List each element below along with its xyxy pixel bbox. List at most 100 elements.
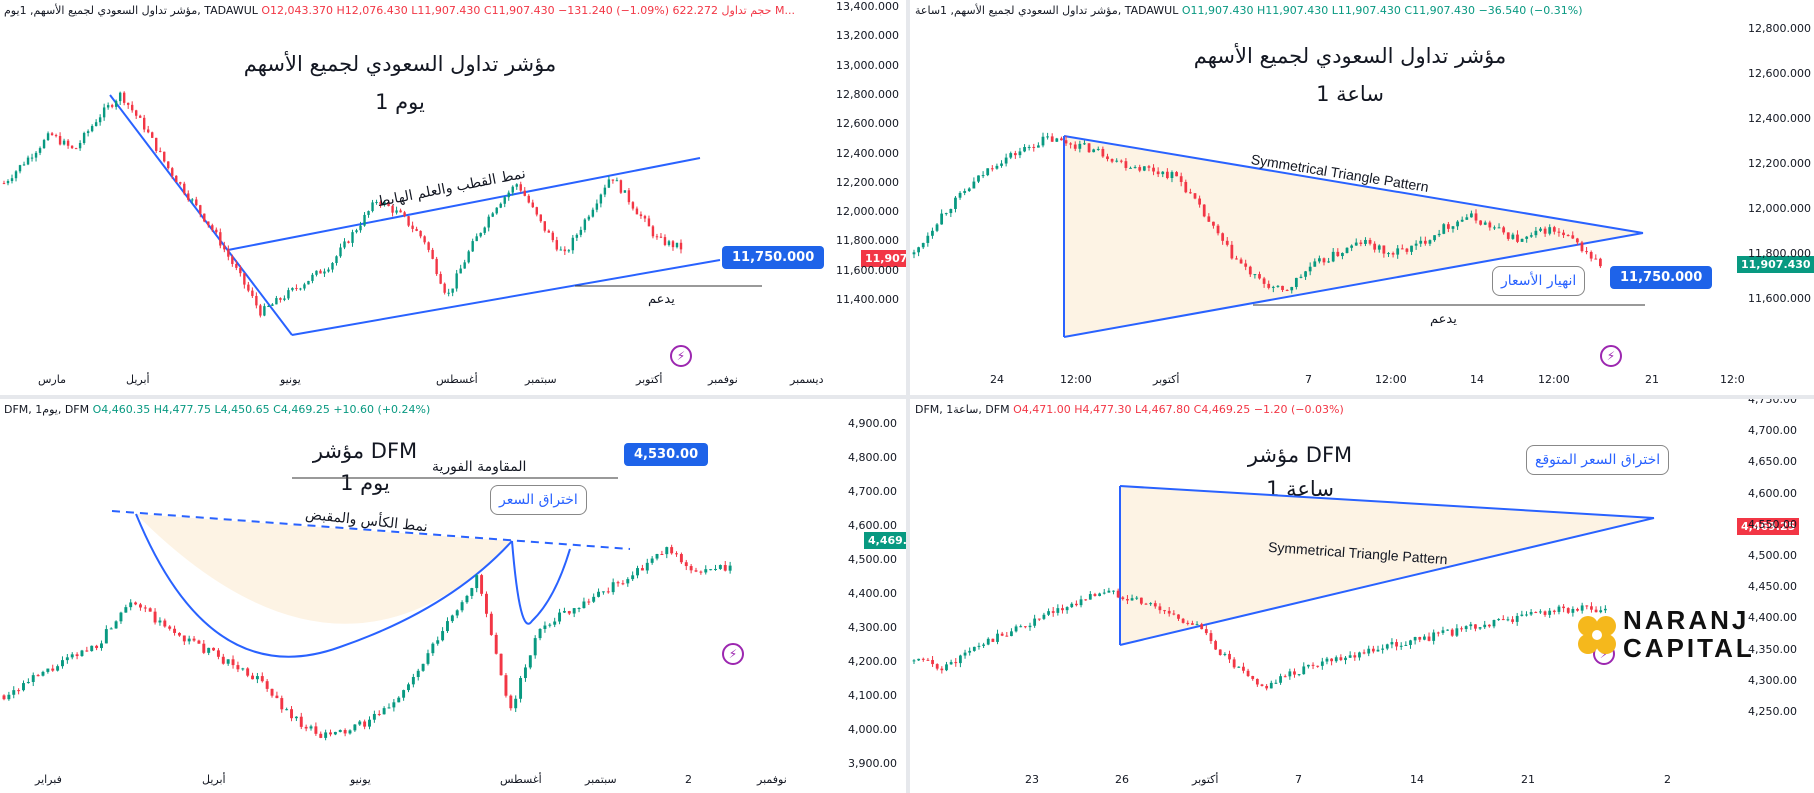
candle-body [650, 558, 654, 563]
y-tick-label: 11,800.000 [1748, 247, 1811, 260]
candle-body [407, 684, 410, 691]
candle-body [543, 625, 547, 629]
candle-body [415, 228, 418, 231]
ohlc-legend: مؤشر تداول السعودي لجميع الأسهم, 1ساعة, … [915, 4, 1583, 17]
chart-title: مؤشر تداول السعودي لجميع الأسهم [243, 52, 557, 76]
candle-body [663, 237, 667, 245]
candle-body [1436, 632, 1440, 634]
candle-body [475, 236, 478, 242]
x-tick-label: مارس [38, 373, 66, 386]
y-tick-label: 4,500.00 [1748, 549, 1797, 562]
candle-body [56, 666, 60, 671]
candle-body [391, 206, 394, 213]
symbol-name[interactable]: DFM, 1يوم, DFM [4, 403, 90, 416]
candle-body [1483, 222, 1487, 225]
x-tick-label: سبتمبر [585, 773, 617, 786]
candle-body [523, 190, 526, 196]
candle-body [531, 202, 534, 208]
candle-body [450, 615, 454, 622]
candle-body [1121, 597, 1125, 600]
candle-body [631, 575, 635, 580]
candle-body [1358, 652, 1361, 658]
symbol-name[interactable]: DFM, 1ساعة, DFM [915, 403, 1010, 416]
candle-body [694, 570, 698, 572]
candle-body [143, 607, 147, 609]
candle-body [1506, 232, 1510, 239]
candle-body [1028, 625, 1032, 628]
candle-body [548, 624, 552, 626]
price-chart[interactable] [0, 0, 906, 395]
candle-body [51, 668, 55, 671]
candle-body [1184, 181, 1188, 193]
candle-body [1149, 603, 1153, 605]
candle-body [1413, 637, 1417, 641]
candle-body [1603, 608, 1607, 611]
candle-body [197, 640, 201, 644]
candle-body [1274, 682, 1278, 684]
candle-body [1492, 620, 1496, 627]
candle-body [1147, 166, 1151, 168]
candle-body [1456, 221, 1459, 227]
candle-body [1455, 628, 1459, 636]
candle-body [1400, 248, 1404, 250]
symbol-name[interactable]: مؤشر تداول السعودي لجميع الأسهم, 1يوم, T… [4, 4, 258, 17]
price-callout: 4,530.00 [624, 443, 709, 466]
candle-body [504, 675, 508, 696]
y-tick-label: 4,600.00 [848, 519, 897, 532]
x-tick-label: أكتوبر [636, 373, 663, 386]
candle-body [251, 675, 255, 680]
candle-body [1552, 610, 1556, 612]
candle-body [607, 179, 611, 188]
candle-body [177, 632, 181, 636]
candle-body [990, 168, 994, 170]
candle-body [90, 126, 94, 132]
close-value: C11,907.430 [1404, 4, 1476, 17]
last-price-tag: 11,907.430 [861, 250, 906, 267]
y-tick-label: 4,200.00 [848, 655, 897, 668]
candle-body [223, 245, 226, 250]
lightning-icon[interactable]: ⚡ [670, 345, 692, 367]
candle-body [42, 140, 46, 149]
candle-body [203, 213, 206, 222]
candle-body [967, 188, 971, 192]
candle-body [279, 298, 282, 300]
candle-body [1000, 163, 1003, 166]
price-chart[interactable] [910, 0, 1814, 395]
candle-body [216, 650, 220, 657]
candle-body [411, 225, 414, 229]
candle-body [1548, 227, 1552, 234]
candle-body [1246, 670, 1250, 677]
chart-timeframe: ساعة 1 [1316, 82, 1384, 106]
candle-body [709, 569, 713, 571]
high-value: H12,076.430 [336, 4, 408, 17]
candle-body [1589, 251, 1593, 259]
candle-body [212, 647, 216, 651]
panel-dfm-daily: DFM, 1يوم, DFM O4,460.35 H4,477.75 L4,45… [0, 399, 906, 793]
candle-body [1193, 193, 1197, 199]
candle-body [931, 659, 934, 665]
price-chart[interactable] [910, 399, 1814, 793]
candle-body [714, 568, 717, 570]
candle-body [1124, 161, 1128, 168]
candle-body [623, 190, 627, 193]
candle-body [1221, 233, 1225, 241]
y-tick-label: 4,250.00 [1748, 705, 1797, 718]
candle-body [363, 721, 367, 727]
candle-body [375, 201, 378, 203]
candle-body [1414, 243, 1418, 246]
candle-body [1239, 259, 1243, 264]
candle-body [1539, 228, 1542, 231]
candle-body [363, 214, 366, 226]
candle-body [407, 216, 410, 226]
y-tick-label: 13,400.000 [836, 0, 899, 13]
candle-body [949, 208, 953, 214]
lightning-icon[interactable]: ⚡ [722, 643, 744, 665]
candle-body [431, 249, 434, 259]
candle-body [1336, 251, 1340, 257]
candle-body [267, 305, 270, 307]
lightning-icon[interactable]: ⚡ [1600, 345, 1622, 367]
candle-body [22, 683, 25, 691]
candle-body [7, 694, 11, 700]
symbol-name[interactable]: مؤشر تداول السعودي لجميع الأسهم, 1ساعة, … [915, 4, 1179, 17]
price-chart[interactable] [0, 399, 906, 793]
